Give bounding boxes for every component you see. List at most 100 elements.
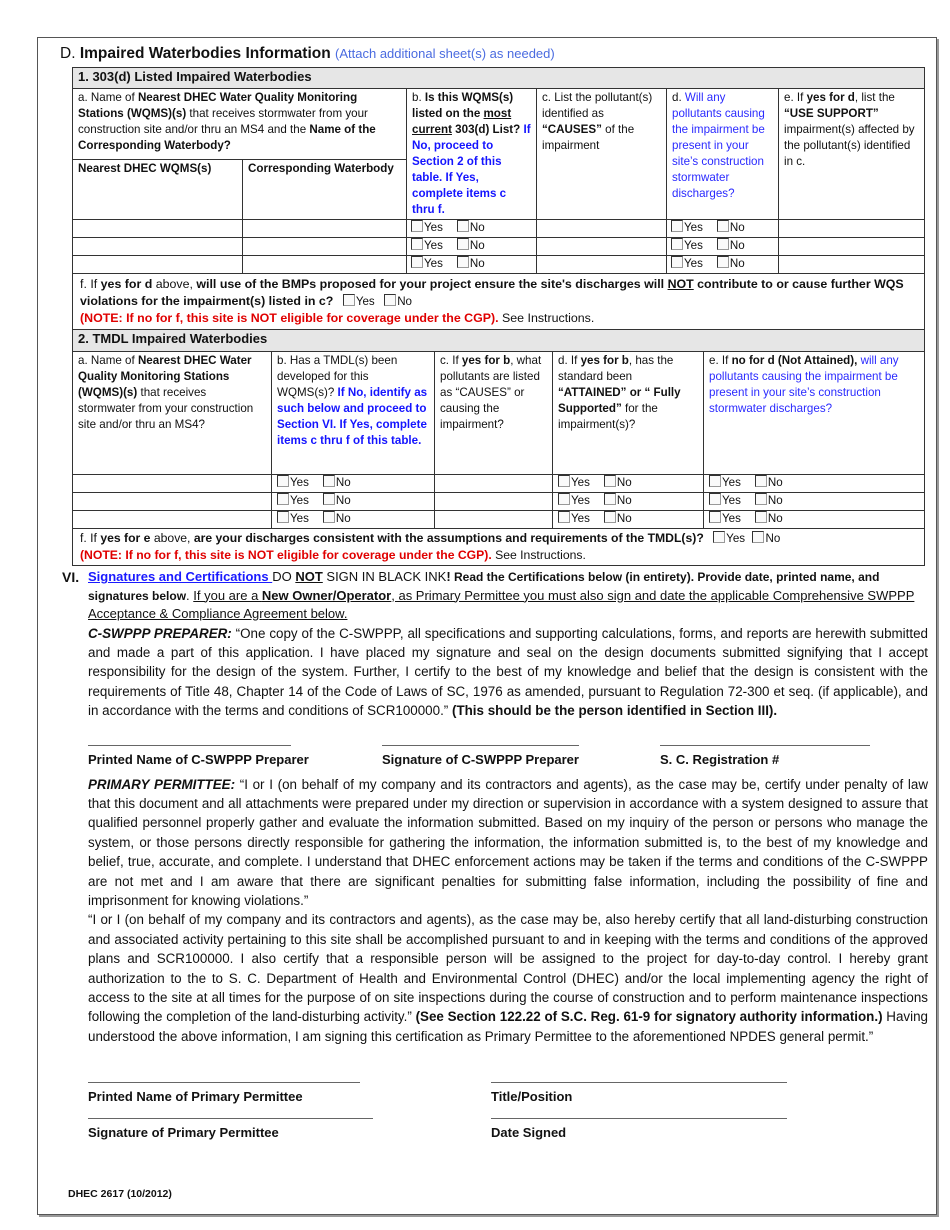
f-no-checkbox[interactable]: No bbox=[384, 294, 412, 308]
f-yes-checkbox[interactable]: Yes bbox=[713, 531, 745, 545]
yes-checkbox[interactable] bbox=[411, 238, 423, 250]
yes-no-choice: Yes No bbox=[411, 220, 485, 234]
checkbox[interactable] bbox=[342, 294, 355, 306]
no-checkbox[interactable] bbox=[754, 475, 767, 487]
text-segment: , what pollutants are listed as “CAUSES”… bbox=[440, 354, 542, 431]
date-line[interactable] bbox=[491, 1118, 787, 1120]
f-yes-checkbox[interactable]: Yes bbox=[342, 294, 375, 308]
yes-no-choice: Yes No bbox=[671, 256, 745, 270]
checkbox[interactable] bbox=[713, 531, 726, 543]
text-segment: Name of the Corresponding Waterbody? bbox=[78, 123, 376, 152]
yes-checkbox[interactable] bbox=[277, 475, 289, 487]
f-no-checkbox[interactable]: No bbox=[752, 531, 780, 545]
wqms-cell[interactable] bbox=[72, 237, 243, 256]
no-checkbox[interactable] bbox=[716, 256, 729, 268]
no-checkbox[interactable] bbox=[754, 511, 767, 523]
yes-checkbox[interactable] bbox=[277, 511, 289, 523]
no-label: No bbox=[729, 221, 745, 234]
pollutants-cell[interactable] bbox=[434, 474, 553, 493]
wqms-cell[interactable] bbox=[72, 492, 272, 511]
text-segment: above, bbox=[150, 531, 194, 545]
registration-line[interactable] bbox=[660, 744, 870, 746]
text-segment: , has the standard been bbox=[558, 354, 674, 383]
yes-checkbox[interactable] bbox=[411, 220, 423, 232]
section-note: (Attach additional sheet(s) as needed) bbox=[335, 46, 555, 61]
text-segment: current bbox=[412, 123, 452, 136]
col-c-header: c. List the pollutant(s) identified as “… bbox=[536, 88, 667, 220]
no-checkbox[interactable] bbox=[716, 220, 729, 232]
yes-checkbox[interactable] bbox=[671, 220, 683, 232]
yes-checkbox[interactable] bbox=[277, 493, 289, 505]
no-checkbox[interactable] bbox=[456, 238, 469, 250]
permittee-name-line[interactable] bbox=[88, 1082, 360, 1084]
no-checkbox[interactable] bbox=[603, 511, 616, 523]
wqms-cell[interactable] bbox=[72, 474, 272, 493]
checkbox[interactable] bbox=[752, 531, 765, 543]
yes-checkbox[interactable] bbox=[558, 511, 570, 523]
text-segment: Read the Certifications below (in entire… bbox=[88, 570, 880, 603]
text-segment: d. If bbox=[558, 354, 581, 367]
yes-checkbox[interactable] bbox=[671, 256, 683, 268]
yes-checkbox[interactable] bbox=[558, 493, 570, 505]
section-vi: VI. Signatures and Certifications DO NOT… bbox=[62, 568, 928, 1148]
yes-label: Yes bbox=[424, 239, 443, 252]
label-printed-name-permittee: Printed Name of Primary Permittee bbox=[88, 1089, 303, 1105]
no-checkbox[interactable] bbox=[322, 493, 335, 505]
no-checkbox[interactable] bbox=[456, 220, 469, 232]
use-support-cell[interactable] bbox=[777, 255, 926, 274]
permittee-signature-line[interactable] bbox=[88, 1118, 373, 1120]
text-segment: “One copy of the C-SWPPP, all specificat… bbox=[88, 625, 928, 719]
no-checkbox[interactable] bbox=[322, 475, 335, 487]
text-segment: DO bbox=[272, 569, 296, 584]
waterbody-cell[interactable] bbox=[242, 219, 407, 238]
yes-label: Yes bbox=[722, 512, 741, 525]
pollutants-cell[interactable] bbox=[536, 219, 667, 238]
no-checkbox[interactable] bbox=[754, 493, 767, 505]
yes-no-choice: Yes No bbox=[277, 511, 351, 525]
title-line[interactable] bbox=[491, 1082, 787, 1084]
yes-checkbox[interactable] bbox=[709, 493, 721, 505]
yes-no-choice: Yes No bbox=[671, 238, 745, 252]
no-checkbox[interactable] bbox=[716, 238, 729, 250]
col-d-header: d. Will any pollutants causing the impai… bbox=[666, 88, 779, 220]
no-checkbox[interactable] bbox=[603, 493, 616, 505]
col-a-header: a. Name of Nearest DHEC Water Quality Mo… bbox=[72, 351, 272, 475]
wqms-cell[interactable] bbox=[72, 255, 243, 274]
pollutants-cell[interactable] bbox=[434, 492, 553, 511]
yes-checkbox[interactable] bbox=[671, 238, 683, 250]
section-vi-numeral: VI. bbox=[62, 569, 80, 585]
no-checkbox[interactable] bbox=[603, 475, 616, 487]
yes-checkbox[interactable] bbox=[411, 256, 423, 268]
checkbox[interactable] bbox=[384, 294, 397, 306]
yes-no-choice: Yes No bbox=[558, 493, 632, 507]
yes-label: Yes bbox=[722, 476, 741, 489]
yes-checkbox[interactable] bbox=[709, 511, 721, 523]
table-row: Yes No Yes No bbox=[72, 255, 926, 274]
yes-checkbox[interactable] bbox=[709, 475, 721, 487]
wqms-cell[interactable] bbox=[72, 219, 243, 238]
yes-no-choice: Yes No bbox=[558, 511, 632, 525]
waterbody-cell[interactable] bbox=[242, 255, 407, 274]
text-segment: e. If bbox=[784, 91, 807, 104]
form-number: DHEC 2617 (10/2012) bbox=[68, 1188, 172, 1201]
no-label: No bbox=[767, 512, 783, 525]
use-support-cell[interactable] bbox=[777, 237, 926, 256]
use-support-cell[interactable] bbox=[777, 219, 926, 238]
wqms-cell[interactable] bbox=[72, 510, 272, 529]
preparer-name-line[interactable] bbox=[88, 744, 291, 746]
no-checkbox[interactable] bbox=[456, 256, 469, 268]
waterbody-cell[interactable] bbox=[242, 237, 407, 256]
text-segment: that receives stormwater from your const… bbox=[78, 386, 254, 431]
pollutants-cell[interactable] bbox=[434, 510, 553, 529]
preparer-signature-line[interactable] bbox=[382, 744, 579, 746]
pollutants-cell[interactable] bbox=[536, 255, 667, 274]
yes-no-choice: Yes No bbox=[709, 475, 783, 489]
yes-no-choice: Yes No bbox=[411, 238, 485, 252]
sub-header-waterbody: Corresponding Waterbody bbox=[242, 159, 407, 220]
pollutants-cell[interactable] bbox=[536, 237, 667, 256]
yes-checkbox[interactable] bbox=[558, 475, 570, 487]
section-link[interactable]: Signatures and Certifications bbox=[88, 569, 273, 584]
no-checkbox[interactable] bbox=[322, 511, 335, 523]
text-segment: will use of the BMPs proposed for your p… bbox=[196, 277, 668, 291]
